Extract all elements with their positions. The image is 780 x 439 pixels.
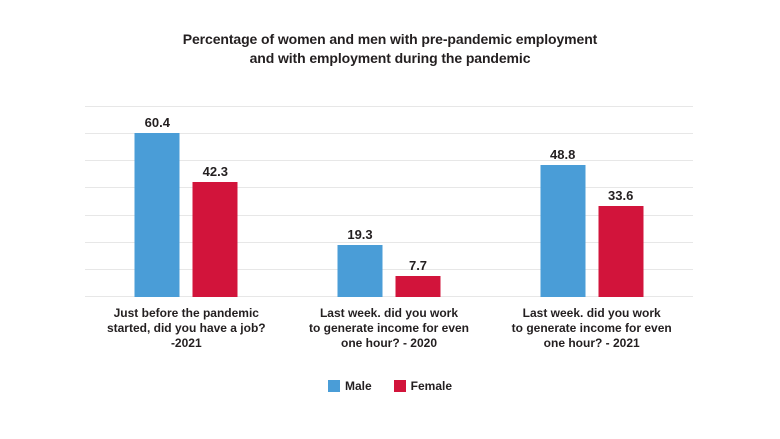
category-labels: Just before the pandemic started, did yo… [0, 306, 780, 358]
gridline [85, 133, 693, 135]
bar-value-label-female-group-2: 7.7 [408, 258, 428, 274]
gridline [85, 268, 693, 270]
bar-value-label-female-group-1: 42.3 [202, 164, 228, 180]
bar-value-label-male-group-1: 60.4 [144, 115, 170, 131]
bar-female-group-3: 33.6 [598, 188, 644, 297]
bar-group-1: 60.4 42.3 [134, 115, 238, 297]
legend: Male Female [0, 379, 780, 393]
legend-label-male: Male [344, 379, 372, 393]
legend-swatch-female [393, 380, 406, 392]
bar-value-label-male-group-2: 19.3 [347, 226, 373, 242]
chart-title: Percentage of women and men with pre-pan… [0, 30, 780, 68]
gridline [85, 160, 693, 162]
bar-group-2: 19.3 7.7 [337, 227, 441, 297]
bar-value-label-male-group-3: 48.8 [550, 146, 576, 162]
bar-male-group-3: 48.8 [540, 147, 586, 297]
gridline [85, 296, 693, 297]
legend-swatch-male [327, 380, 340, 392]
bar-male-group-2: 19.3 [337, 227, 383, 297]
legend-item-female: Female [393, 379, 453, 393]
legend-label-female: Female [410, 379, 453, 393]
bar-female-group-1: 42.3 [192, 164, 238, 297]
bar-group-3: 48.8 33.6 [540, 147, 644, 297]
chart-title-line-2: and with employment during the pandemic [249, 50, 531, 66]
chart-title-line-1: Percentage of women and men with pre-pan… [182, 31, 598, 47]
bar-male-group-1: 60.4 [134, 115, 180, 297]
gridline [85, 106, 693, 107]
gridline [85, 187, 693, 189]
plot-area: 60.4 42.3 19.3 7.7 48.8 33.6 [85, 106, 693, 297]
gridline [85, 241, 693, 243]
gridline [85, 214, 693, 216]
bar-value-label-female-group-3: 33.6 [608, 187, 634, 203]
category-label-1: Just before the pandemic started, did yo… [106, 306, 266, 350]
category-label-2: Last week. did you work to generate inco… [308, 306, 470, 350]
legend-item-male: Male [327, 379, 372, 393]
category-label-3: Last week. did you work to generate inco… [511, 306, 672, 350]
bar-female-group-2: 7.7 [395, 258, 441, 297]
